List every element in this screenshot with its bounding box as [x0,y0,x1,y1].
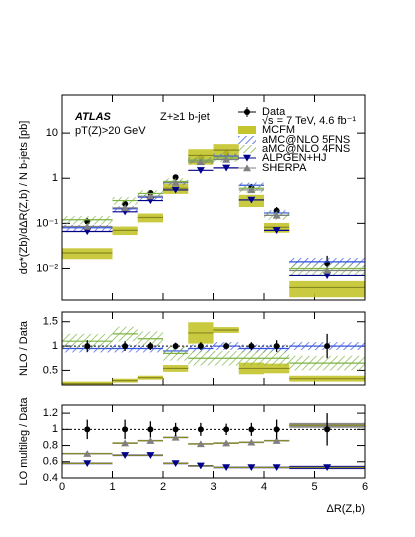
marker [248,343,255,350]
marker [121,452,130,459]
x-tick-label: 0 [59,481,65,493]
marker [84,343,91,350]
legend-label: SHERPA [262,162,307,174]
marker [243,164,251,172]
marker [147,426,154,433]
marker [146,192,155,200]
marker [323,266,332,274]
marker [122,343,129,350]
marker [222,439,231,447]
marker [247,464,256,472]
marker [324,426,331,433]
marker [83,450,92,457]
marker [171,179,180,186]
y-tick-label: 1 [52,423,58,435]
x-tick-label: 1 [109,481,115,493]
marker [223,426,230,433]
annotation: pT(Z)>20 GeV [75,125,146,137]
y-tick-label: 1 [52,172,58,184]
marker [272,437,281,444]
marker [272,211,281,219]
marker [146,437,155,444]
marker [248,426,255,433]
energy-label: √s = 7 TeV, 4.6 fb⁻¹ [262,115,356,127]
marker [222,164,231,172]
legend-swatch [238,145,256,153]
marker [83,460,92,467]
marker [323,464,332,472]
uncertainty-band [289,280,365,298]
marker [222,464,231,472]
marker [84,426,91,433]
y-tick-label: 10 [46,127,58,139]
marker [324,343,331,350]
marker [83,222,92,230]
marker [197,343,204,350]
marker [247,196,256,204]
legend-swatch [238,126,256,134]
marker [83,228,92,236]
marker [222,155,231,163]
y-tick-label: 0.8 [43,439,58,451]
y-axis-label: NLO / Data [18,320,30,376]
legend-label: aMC@NLO 5FNS [262,134,350,146]
uncertainty-band [62,248,113,260]
marker [223,343,230,350]
marker [121,439,130,447]
marker [171,186,180,194]
y-axis-label: LO multileg / Data [18,397,30,486]
marker [147,343,154,350]
plot-frame [61,311,366,386]
x-tick-label: 2 [160,481,166,493]
y-axis-label: dσ*(Zb)/dΔR(Z,b) / N b-jets [pb] [18,121,30,275]
y-tick-label: 10⁻² [36,262,58,274]
marker [122,426,129,433]
y-tick-label: 1.2 [43,407,58,419]
marker [146,452,155,459]
legend-label: aMC@NLO 4FNS [262,143,350,155]
marker [247,186,256,194]
legend-label: ALPGEN+HJ [262,152,327,164]
marker [247,438,256,446]
marker [172,343,179,350]
marker [196,440,205,448]
marker [196,158,205,166]
chart-title: ATLAS [74,111,112,123]
marker [272,464,281,472]
marker [171,460,180,467]
marker [244,109,250,115]
plot-frame [61,94,366,301]
marker [172,426,179,433]
legend-label: Data [262,106,286,118]
marker [171,433,180,441]
marker [196,462,205,470]
marker [323,272,332,280]
legend-label: MCFM [262,124,295,136]
x-tick-label: 6 [362,481,368,493]
y-tick-label: 1 [52,340,58,352]
marker [121,204,130,212]
marker [243,154,251,162]
marker [273,343,280,350]
y-tick-label: 10⁻¹ [36,217,58,229]
marker [196,167,205,174]
marker [273,426,280,433]
x-tick-label: 4 [261,481,267,493]
plot-frame [61,404,366,479]
chart-subtitle: Z+≥1 b-jet [160,111,210,123]
y-tick-label: 0.6 [43,456,58,468]
marker [272,227,281,234]
marker [197,426,204,433]
x-tick-label: 3 [210,481,216,493]
x-axis-label: ΔR(Z,b) [326,503,365,515]
y-tick-label: 0.5 [43,364,58,376]
x-tick-label: 5 [311,481,317,493]
legend-swatch [238,136,256,144]
y-tick-label: 0.4 [43,472,58,484]
y-tick-label: 1.5 [43,316,58,328]
